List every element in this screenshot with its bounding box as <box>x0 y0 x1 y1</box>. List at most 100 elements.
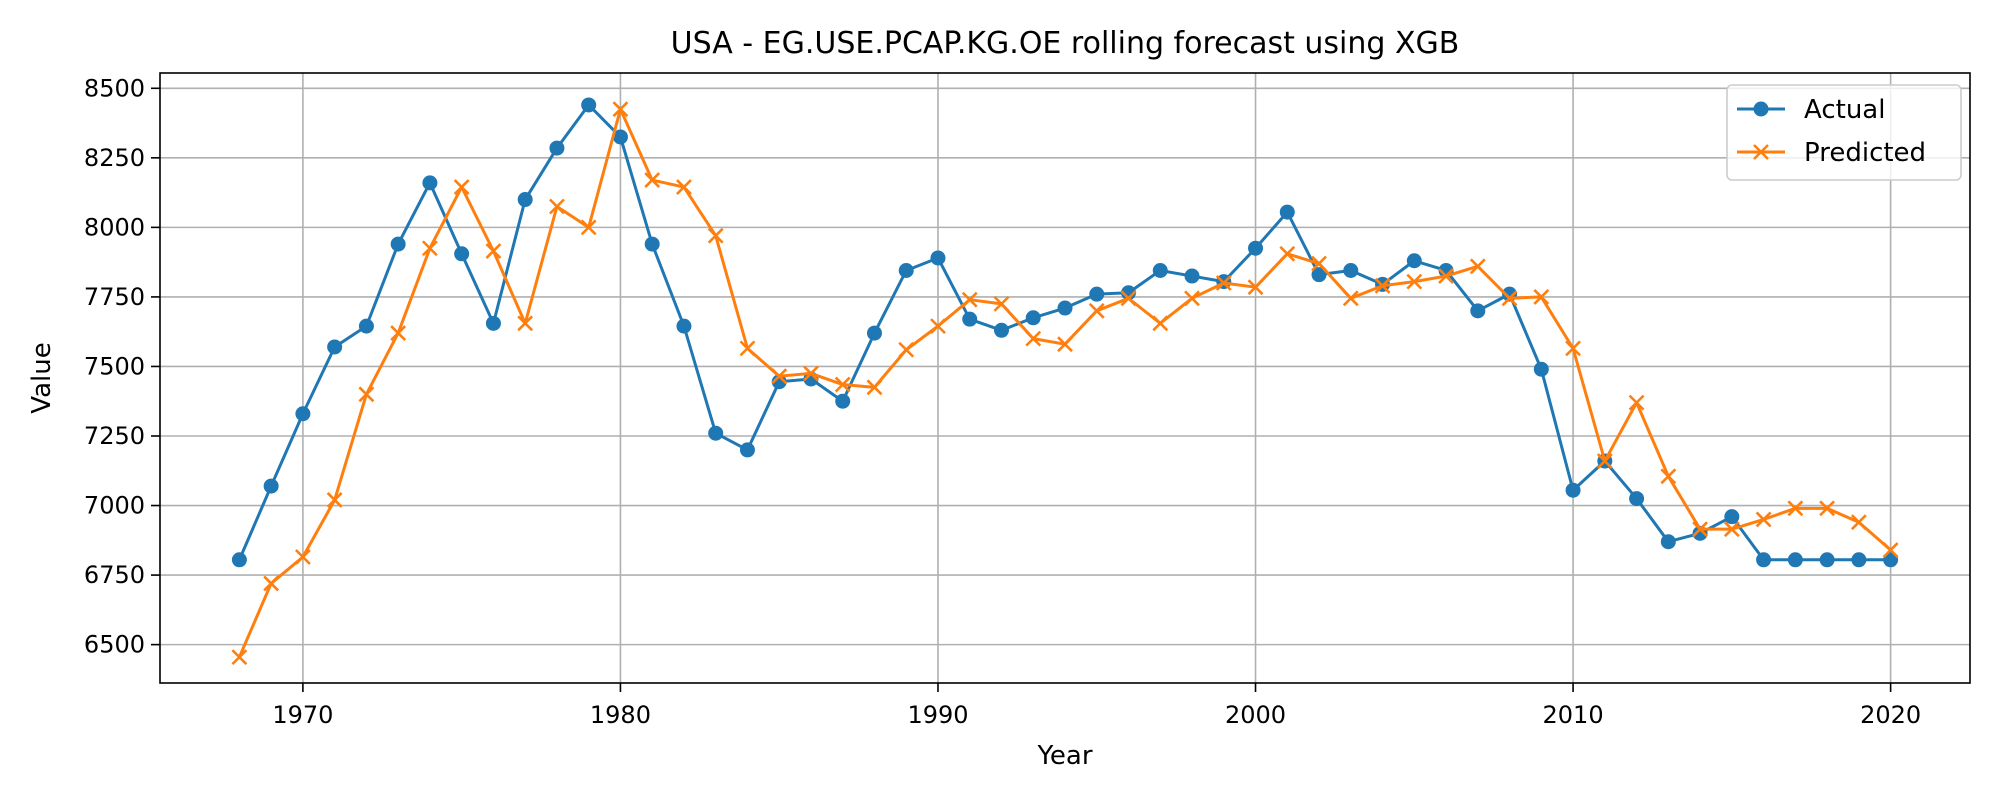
x-tick-label: 2000 <box>1225 701 1286 729</box>
gridlines <box>160 73 1970 683</box>
data-point-predicted <box>898 341 915 358</box>
data-point-actual <box>835 393 851 409</box>
data-point-actual <box>1629 491 1645 507</box>
y-tick-label: 8000 <box>84 213 145 241</box>
data-point-predicted <box>453 179 470 195</box>
data-point-predicted <box>961 291 978 308</box>
data-point-actual <box>1089 286 1105 302</box>
x-tick-label: 1970 <box>272 701 333 729</box>
legend-marker-actual <box>1753 101 1769 117</box>
data-point-predicted <box>1438 268 1454 284</box>
data-point-predicted <box>1723 521 1740 538</box>
data-point-actual <box>676 318 692 334</box>
y-tick-label: 6750 <box>84 561 145 589</box>
data-point-actual <box>1883 552 1899 568</box>
data-point-actual <box>422 175 438 191</box>
data-point-actual <box>1152 262 1168 278</box>
y-axis-label: Value <box>27 342 57 413</box>
data-point-actual <box>1851 552 1867 568</box>
x-tick-label: 2020 <box>1860 701 1921 729</box>
x-tick-label: 1990 <box>907 701 968 729</box>
legend-box <box>1726 84 1962 181</box>
y-tick-label: 6500 <box>84 631 145 659</box>
data-point-actual <box>1406 253 1422 269</box>
data-point-predicted <box>549 198 565 215</box>
data-point-predicted <box>1088 302 1105 319</box>
data-point-actual <box>1756 552 1772 568</box>
data-point-predicted <box>1374 277 1391 294</box>
y-tick-label: 7500 <box>84 352 145 380</box>
data-point-predicted <box>231 649 248 666</box>
data-point-predicted <box>390 325 407 341</box>
data-point-predicted <box>263 575 280 592</box>
data-point-actual <box>358 318 374 334</box>
series-actual <box>231 97 1899 568</box>
data-point-predicted <box>612 101 629 118</box>
legend-marker-predicted <box>1753 144 1769 160</box>
data-point-predicted <box>1342 290 1359 307</box>
data-point-predicted <box>358 386 375 403</box>
data-point-actual <box>993 322 1009 338</box>
legend: Actual Predicted <box>1726 84 1962 181</box>
data-point-predicted <box>1279 245 1296 262</box>
data-point-predicted <box>1787 500 1804 517</box>
data-point-actual <box>295 406 311 422</box>
y-tick-label: 7750 <box>84 283 145 311</box>
data-point-actual <box>898 262 914 278</box>
data-point-predicted <box>930 318 946 335</box>
legend-label-predicted: Predicted <box>1804 138 1926 168</box>
data-point-predicted <box>1152 315 1169 332</box>
data-point-predicted <box>1120 290 1137 307</box>
data-point-predicted <box>1850 514 1867 531</box>
data-point-actual <box>1121 285 1137 301</box>
data-point-actual <box>454 246 470 262</box>
data-point-actual <box>739 442 755 458</box>
data-point-predicted <box>771 368 788 385</box>
series-line-actual <box>238 103 1891 562</box>
y-tick-label: 7000 <box>84 492 145 520</box>
data-point-actual <box>1470 303 1486 319</box>
y-tick-label: 8250 <box>84 144 145 172</box>
data-point-predicted <box>1692 521 1709 538</box>
data-point-actual <box>1565 482 1581 498</box>
data-point-actual <box>1724 509 1740 525</box>
data-point-predicted <box>294 549 311 565</box>
data-point-actual <box>263 478 279 494</box>
data-point-actual <box>390 236 406 252</box>
data-point-actual <box>1025 310 1041 326</box>
data-point-predicted <box>739 340 756 357</box>
data-point-actual <box>708 425 724 441</box>
data-point-predicted <box>707 227 724 244</box>
data-point-predicted <box>1882 542 1899 558</box>
data-point-predicted <box>866 379 883 396</box>
data-point-predicted <box>1215 275 1232 291</box>
x-axis: 1970 1980 1990 2000 2010 2020 <box>272 683 1921 729</box>
data-point-predicted <box>1057 336 1073 353</box>
y-tick-label: 7250 <box>84 422 145 450</box>
data-point-actual <box>1057 300 1073 316</box>
data-point-predicted <box>1533 288 1550 305</box>
data-point-actual <box>644 236 660 252</box>
legend-label-actual: Actual <box>1804 95 1885 125</box>
data-point-actual <box>1533 361 1549 377</box>
data-point-actual <box>485 315 501 331</box>
data-point-predicted <box>1660 468 1677 485</box>
data-point-actual <box>1343 262 1359 278</box>
data-point-actual <box>549 140 565 156</box>
data-point-actual <box>771 374 787 390</box>
data-point-actual <box>866 325 882 341</box>
data-point-actual <box>1660 534 1676 550</box>
chart-title: USA - EG.USE.PCAP.KG.OE rolling forecast… <box>671 26 1460 61</box>
data-point-predicted <box>1247 279 1264 296</box>
data-point-actual <box>1819 552 1835 568</box>
data-point-predicted <box>1025 330 1042 347</box>
data-point-actual <box>1279 204 1295 220</box>
data-point-actual <box>517 192 533 208</box>
data-point-predicted <box>1565 340 1581 357</box>
data-point-predicted <box>326 492 343 508</box>
data-point-predicted <box>1501 290 1518 307</box>
plot-series <box>231 97 1899 666</box>
data-point-actual <box>1184 268 1200 284</box>
data-point-predicted <box>1819 500 1836 517</box>
